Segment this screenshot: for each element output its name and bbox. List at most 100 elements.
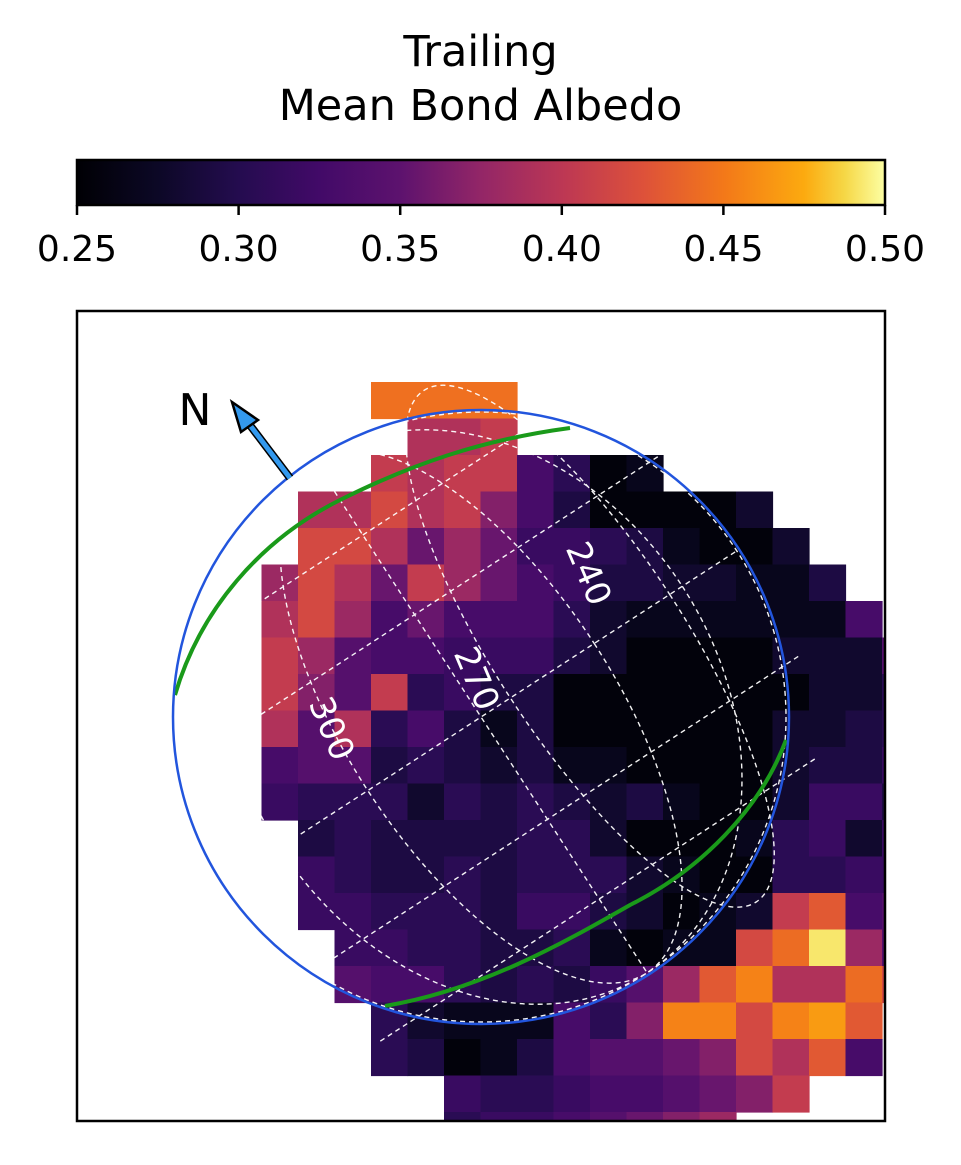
heatmap-cell (444, 564, 482, 602)
heatmap-cell (261, 710, 299, 748)
chart-subtitle: Mean Bond Albedo (278, 81, 683, 131)
heatmap-cell (371, 564, 409, 602)
heatmap-cell (590, 929, 628, 967)
heatmap-cell (626, 820, 664, 858)
heatmap-cell (590, 491, 628, 529)
heatmap-cell (736, 1075, 774, 1113)
heatmap-cell (407, 820, 445, 858)
heatmap-cell (261, 674, 299, 712)
heatmap-cell (882, 966, 885, 1004)
heatmap-cell (298, 601, 336, 639)
heatmap-cell (517, 637, 555, 675)
heatmap-cell (663, 747, 701, 785)
heatmap-cell (334, 564, 372, 602)
heatmap-cell (590, 528, 628, 566)
heatmap-cell (553, 674, 591, 712)
heatmap-cell (809, 710, 847, 748)
heatmap-cell (517, 856, 555, 894)
axes-frame (75, 309, 887, 1123)
heatmap-cell (480, 1039, 518, 1077)
heatmap-cell (480, 564, 518, 602)
heatmap-cell (334, 929, 372, 967)
heatmap-cell (699, 528, 737, 566)
heatmap-cell (407, 710, 445, 748)
heatmap-cell (480, 528, 518, 566)
heatmap-cell (553, 1039, 591, 1077)
heatmap-cell (845, 601, 883, 639)
heatmap-cell (845, 929, 883, 967)
heatmap-cell (407, 491, 445, 529)
heatmap-cell (371, 601, 409, 639)
heatmap-cell (809, 564, 847, 602)
heatmap-cell (626, 929, 664, 967)
colorbar-tick-label: 0.35 (360, 229, 440, 270)
heatmap-cell (371, 783, 409, 821)
heatmap-cell (480, 747, 518, 785)
heatmap-cell (845, 1002, 883, 1040)
heatmap-cell (845, 820, 883, 858)
heatmap-cell (261, 564, 299, 602)
heatmap-cell (517, 601, 555, 639)
heatmap-cell (663, 491, 701, 529)
heatmap-cell (663, 674, 701, 712)
heatmap-cell (845, 783, 883, 821)
heatmap-cell (261, 637, 299, 675)
heatmap-cell (626, 491, 664, 529)
heatmap-cell (882, 637, 885, 675)
heatmap-cell (845, 893, 883, 931)
heatmap-cell (919, 966, 956, 1003)
heatmap-cell (334, 674, 372, 712)
heatmap-cell (480, 637, 518, 675)
heatmap-cell (407, 783, 445, 821)
heatmap-cell (699, 1112, 737, 1121)
heatmap-cell (444, 1075, 482, 1113)
heatmap-cell (444, 747, 482, 785)
heatmap-cell (553, 856, 591, 894)
heatmap-cell (590, 601, 628, 639)
heatmap-cell (736, 637, 774, 675)
heatmap-cell (517, 564, 555, 602)
heatmap-cell (845, 674, 883, 712)
heatmap-cell (334, 820, 372, 858)
heatmap-cell (553, 710, 591, 748)
heatmap-cell (663, 601, 701, 639)
heatmap-cell (809, 1002, 847, 1040)
heatmap-cell (298, 783, 336, 821)
heatmap-cell (480, 783, 518, 821)
heatmap-cell (334, 893, 372, 931)
heatmap-cell (626, 1039, 664, 1077)
heatmap-cell (882, 856, 885, 894)
heatmap-cell (882, 747, 885, 785)
heatmap-cell (845, 1039, 883, 1077)
heatmap-cell (699, 783, 737, 821)
heatmap-cell (444, 1039, 482, 1077)
north-arrow (229, 398, 294, 481)
disk-outline (171, 408, 791, 1026)
compass-label: N (179, 385, 212, 436)
heatmap-cell (845, 966, 883, 1004)
heatmap-cell (772, 929, 810, 967)
heatmap-cell (919, 747, 956, 784)
heatmap-cell (371, 929, 409, 967)
heatmap-cell (480, 893, 518, 931)
heatmap-cell (809, 856, 847, 894)
heatmap-cell (626, 747, 664, 785)
colorbar (75, 158, 887, 207)
heatmap-cell (809, 783, 847, 821)
heatmap-cell (334, 637, 372, 675)
heatmap-cell (699, 1039, 737, 1077)
heatmap-cell (480, 710, 518, 748)
heatmap-cell (626, 783, 664, 821)
heatmap-cell (480, 1075, 518, 1113)
heatmap-cell (334, 856, 372, 894)
heatmap-cell (553, 1075, 591, 1113)
heatmap-cell (809, 929, 847, 967)
heatmap-cell (407, 418, 445, 456)
heatmap-cell (553, 820, 591, 858)
heatmap-cell (736, 893, 774, 931)
heatmap-cell (845, 710, 883, 748)
heatmap-cell (553, 966, 591, 1004)
heatmap-cell (371, 710, 409, 748)
